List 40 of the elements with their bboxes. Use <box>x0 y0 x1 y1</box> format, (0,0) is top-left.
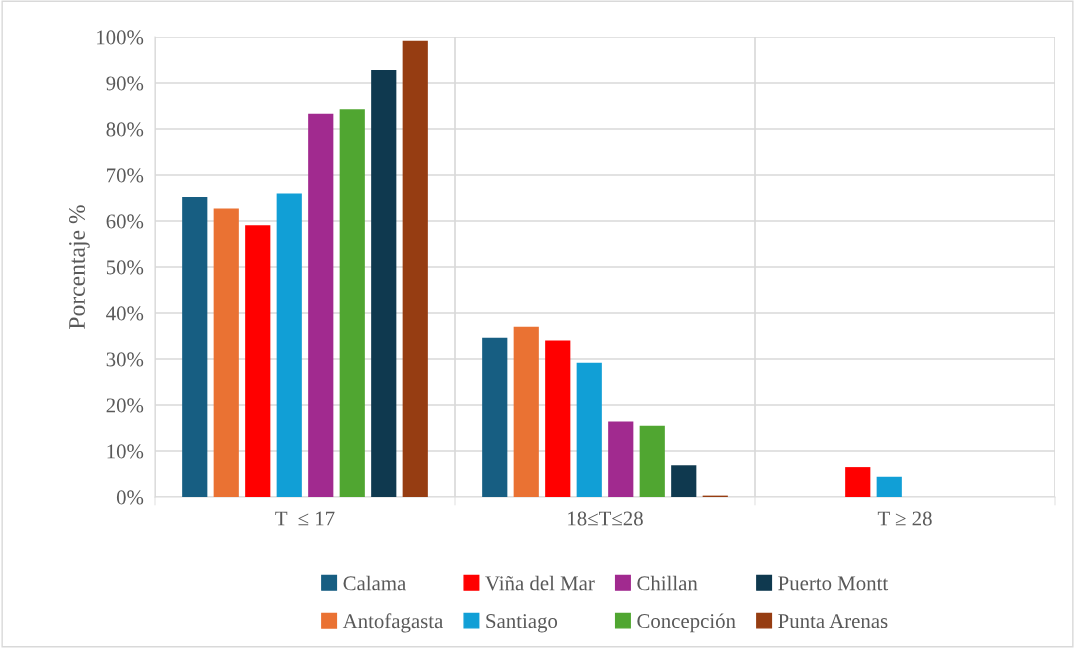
legend-label: Santiago <box>486 614 558 633</box>
bar <box>576 362 602 497</box>
bar <box>213 208 239 497</box>
bar <box>876 476 902 497</box>
y-tick-label: 0% <box>116 490 144 505</box>
y-tick-label: 100% <box>97 30 144 45</box>
legend-label: Puerto Montt <box>778 576 889 591</box>
y-tick-label: 90% <box>106 76 144 91</box>
bar <box>276 193 302 497</box>
bar <box>513 326 539 497</box>
legend-label: Punta Arenas <box>778 614 888 629</box>
y-tick-label: 50% <box>106 260 144 275</box>
y-axis-title: Porcentaje % <box>69 205 90 329</box>
bar <box>639 425 665 497</box>
bar <box>545 340 571 497</box>
legend-label: Calama <box>343 575 406 591</box>
y-tick-label: 40% <box>106 306 144 321</box>
y-tick-label: 70% <box>107 168 144 183</box>
bar <box>339 109 365 497</box>
legend-label: Chillan <box>637 575 698 591</box>
bar <box>371 70 397 497</box>
bar <box>402 40 428 497</box>
legend-label: Antofagasta <box>342 613 444 633</box>
y-tick-label: 60% <box>106 214 144 229</box>
y-tick-label: 20% <box>106 398 144 413</box>
bar <box>671 465 697 497</box>
y-tick-label: 10% <box>107 444 144 459</box>
bar <box>245 225 271 497</box>
bar <box>845 467 871 497</box>
y-tick-label: 30% <box>106 352 144 367</box>
bar <box>182 197 208 497</box>
legend-label: Viña del Mar <box>485 575 595 591</box>
x-tick-label: T ≤ 17 <box>275 511 335 526</box>
legend-label: Concepción <box>637 613 736 633</box>
bar <box>608 421 634 497</box>
x-tick-label: T ≥ 28 <box>877 511 932 526</box>
bar <box>482 337 508 497</box>
bar <box>308 113 334 497</box>
y-tick-label: 80% <box>106 122 144 137</box>
x-tick-label: 18≤T≤28 <box>568 511 643 526</box>
